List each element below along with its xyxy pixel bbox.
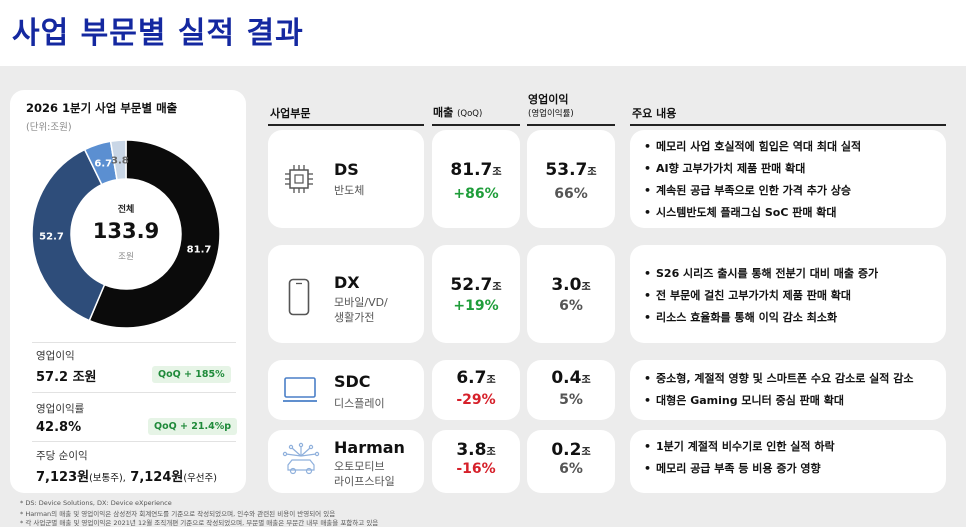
segment-card-ds: DS 반도체 bbox=[268, 130, 424, 228]
header-notes: 주요 내용 bbox=[632, 107, 677, 120]
sales-value: 81.7조 bbox=[450, 160, 502, 180]
op-value: 0.4조 bbox=[551, 368, 591, 388]
segment-name: DX bbox=[334, 273, 360, 292]
kpi-margin-badge: QoQ + 21.4%p bbox=[148, 418, 238, 435]
note-item: 중소형, 계절적 영향 및 스마트폰 수요 감소로 실적 감소 bbox=[640, 368, 938, 390]
segment-subtitle: 모바일/VD/ 생활가전 bbox=[334, 296, 388, 324]
notes-list: 중소형, 계절적 영향 및 스마트폰 수요 감소로 실적 감소 대형은 Gami… bbox=[640, 368, 938, 412]
segment-card-sdc: SDC 디스플레이 bbox=[268, 360, 424, 420]
sales-card-sdc: 6.7조 -29% bbox=[432, 360, 520, 420]
note-item: 메모리 공급 부족 등 비용 증가 영향 bbox=[640, 458, 938, 480]
kpi-operating-profit-label: 영업이익 bbox=[36, 350, 75, 362]
op-margin: 5% bbox=[559, 392, 583, 408]
notes-list: 메모리 사업 호실적에 힘입은 역대 최대 실적 AI향 고부가가치 제품 판매… bbox=[640, 136, 938, 224]
kpi-eps-label: 주당 순이익 bbox=[36, 450, 88, 462]
page-title: 사업 부문별 실적 결과 bbox=[12, 16, 304, 51]
note-item: 리소스 효율화를 통해 이익 감소 최소화 bbox=[640, 307, 938, 329]
note-item: 1분기 계절적 비수기로 인한 실적 하락 bbox=[640, 436, 938, 458]
sales-card-dx: 52.7조 +19% bbox=[432, 245, 520, 343]
op-margin: 66% bbox=[554, 186, 588, 202]
header-underline bbox=[630, 124, 946, 126]
revenue-donut-chart: 81.7 52.7 6.73.8 전체 133.9 조원 bbox=[31, 139, 221, 329]
donut-label-sdc: 6.7 bbox=[94, 159, 112, 170]
note-item: 전 부문에 걸친 고부가가치 제품 판매 확대 bbox=[640, 285, 938, 307]
header-underline bbox=[268, 124, 424, 126]
header-underline bbox=[432, 124, 520, 126]
kpi-margin-label: 영업이익률 bbox=[36, 403, 85, 415]
divider bbox=[32, 392, 236, 393]
notes-card-dx: S26 시리즈 출시를 통해 전분기 대비 매출 증가 전 부문에 걸친 고부가… bbox=[630, 245, 946, 343]
sales-value: 3.8조 bbox=[456, 440, 496, 460]
chart-title: 2026 1분기 사업 부문별 매출 bbox=[26, 101, 178, 115]
note-item: 메모리 사업 호실적에 힘입은 역대 최대 실적 bbox=[640, 136, 938, 158]
op-value: 0.2조 bbox=[551, 440, 591, 460]
op-value: 53.7조 bbox=[545, 160, 597, 180]
kpi-operating-profit-badge: QoQ + 185% bbox=[152, 366, 231, 383]
donut-center-unit: 조원 bbox=[118, 252, 134, 262]
op-card-sdc: 0.4조 5% bbox=[527, 360, 615, 420]
note-item: 대형은 Gaming 모니터 중심 판매 확대 bbox=[640, 390, 938, 412]
smartphone-icon bbox=[288, 278, 310, 316]
sales-value: 6.7조 bbox=[456, 368, 496, 388]
segment-subtitle: 오토모티브 라이프스타일 bbox=[334, 460, 395, 488]
chip-icon bbox=[285, 165, 313, 193]
footnote: * DS: Device Solutions, DX: Device eXper… bbox=[20, 499, 172, 507]
sales-qoq: -29% bbox=[456, 392, 496, 408]
donut-label-dx: 52.7 bbox=[39, 232, 64, 243]
op-card-ds: 53.7조 66% bbox=[527, 130, 615, 228]
note-item: AI향 고부가가치 제품 판매 확대 bbox=[640, 158, 938, 180]
op-margin: 6% bbox=[559, 298, 583, 314]
notes-card-sdc: 중소형, 계절적 영향 및 스마트폰 수요 감소로 실적 감소 대형은 Gami… bbox=[630, 360, 946, 420]
op-margin: 6% bbox=[559, 461, 583, 477]
footnote: * 각 사업군별 매출 및 영업이익은 2021년 12월 조직개편 기준으로 … bbox=[20, 519, 379, 527]
monitor-icon bbox=[283, 377, 317, 402]
sales-qoq: +19% bbox=[453, 298, 499, 314]
donut-slice-dx bbox=[31, 148, 106, 322]
note-item: S26 시리즈 출시를 통해 전분기 대비 매출 증가 bbox=[640, 263, 938, 285]
header-sales: 매출 (QoQ) bbox=[433, 106, 483, 119]
op-value: 3.0조 bbox=[551, 275, 591, 295]
divider bbox=[32, 342, 236, 343]
note-item: 시스템반도체 플래그십 SoC 판매 확대 bbox=[640, 202, 938, 224]
segment-card-dx: DX 모바일/VD/ 생활가전 bbox=[268, 245, 424, 343]
note-item: 계속된 공급 부족으로 인한 가격 추가 상승 bbox=[640, 180, 938, 202]
segment-name: Harman bbox=[334, 438, 405, 457]
footnote: * Harman의 매출 및 영업이익은 삼성전자 회계연도를 기준으로 작성되… bbox=[20, 510, 336, 518]
chart-unit: (단위:조원) bbox=[26, 122, 72, 133]
sales-card-harman: 3.8조 -16% bbox=[432, 430, 520, 493]
op-card-dx: 3.0조 6% bbox=[527, 245, 615, 343]
divider bbox=[32, 441, 236, 442]
kpi-operating-profit-value: 57.2 조원 bbox=[36, 370, 97, 385]
sales-qoq: -16% bbox=[456, 461, 496, 477]
notes-card-harman: 1분기 계절적 비수기로 인한 실적 하락 메모리 공급 부족 등 비용 증가 … bbox=[630, 430, 946, 493]
segment-subtitle: 디스플레이 bbox=[334, 397, 385, 410]
op-card-harman: 0.2조 6% bbox=[527, 430, 615, 493]
header-underline bbox=[527, 124, 615, 126]
segment-name: DS bbox=[334, 160, 359, 179]
connected-car-icon bbox=[282, 442, 320, 475]
donut-center-value: 133.9 bbox=[93, 219, 159, 243]
donut-slice-harman bbox=[109, 139, 127, 181]
header-operating-profit: 영업이익 (영업이익률) bbox=[528, 93, 574, 119]
donut-center-label: 전체 bbox=[118, 203, 135, 215]
notes-list: 1분기 계절적 비수기로 인한 실적 하락 메모리 공급 부족 등 비용 증가 … bbox=[640, 436, 938, 480]
donut-slice-ds bbox=[88, 139, 221, 329]
notes-list: S26 시리즈 출시를 통해 전분기 대비 매출 증가 전 부문에 걸친 고부가… bbox=[640, 263, 938, 329]
donut-label-harman: 3.8 bbox=[111, 155, 129, 166]
segment-subtitle: 반도체 bbox=[334, 184, 365, 197]
header-segment: 사업부문 bbox=[270, 107, 311, 120]
revenue-summary-card: 2026 1분기 사업 부문별 매출 (단위:조원) 81.7 52.7 6.7 3.… bbox=[10, 90, 246, 493]
sales-qoq: +86% bbox=[453, 186, 499, 202]
kpi-eps-value: 7,123원(보통주), 7,124원(우선주) bbox=[36, 470, 217, 485]
sales-value: 52.7조 bbox=[450, 275, 502, 295]
segment-name: SDC bbox=[334, 372, 371, 391]
notes-card-ds: 메모리 사업 호실적에 힘입은 역대 최대 실적 AI향 고부가가치 제품 판매… bbox=[630, 130, 946, 228]
kpi-margin-value: 42.8% bbox=[36, 420, 82, 435]
segment-card-harman: Harman 오토모티브 라이프스타일 bbox=[268, 430, 424, 493]
donut-label-ds: 81.7 bbox=[187, 244, 212, 255]
sales-card-ds: 81.7조 +86% bbox=[432, 130, 520, 228]
